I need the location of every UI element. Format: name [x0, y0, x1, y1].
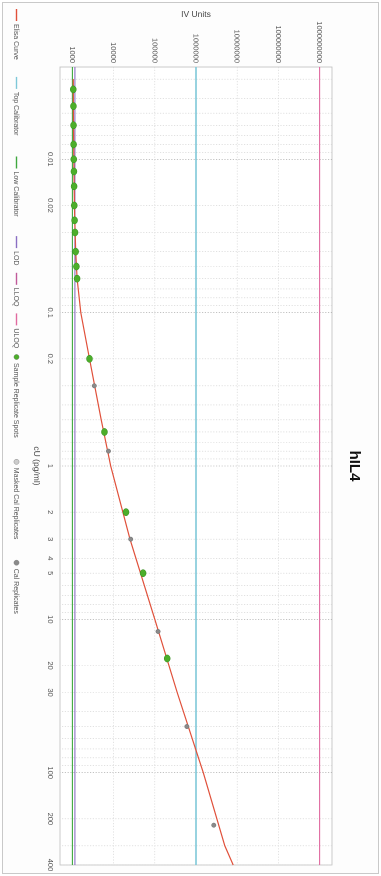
data-points — [70, 85, 217, 828]
sample-replicate-spots-point — [71, 228, 79, 237]
sample-replicate-spots-point — [71, 201, 78, 210]
x-tick-label: 0.2 — [46, 354, 55, 364]
x-tick-label: 0.01 — [46, 152, 55, 167]
legend-sample-replicate-spots-swatch — [13, 354, 20, 360]
sample-replicate-spots-point — [73, 262, 80, 271]
grid — [60, 67, 332, 866]
x-tick-label: 2 — [46, 510, 55, 514]
x-tick-labels: 0.01 0.02 0.1 0.2 1 2 3 4 5 10 20 30 100 200 400 — [46, 152, 55, 871]
sample-replicate-spots-point — [71, 216, 78, 225]
chart-title: hIL4 — [346, 451, 363, 482]
y-tick-label: 100000 — [150, 38, 159, 63]
cal-replicates-point — [155, 629, 161, 634]
x-tick-label: 400 — [46, 859, 55, 872]
y-tick-label: 1000 — [68, 46, 77, 63]
legend-low-calibrator-label: Low Calibrator — [12, 172, 19, 218]
x-tick-label: 200 — [46, 813, 55, 826]
x-tick-label: 3 — [46, 537, 55, 541]
y-axis-label: IV Units — [181, 9, 211, 19]
cal-replicates-point — [91, 383, 97, 389]
sample-replicate-spots-point — [86, 354, 93, 363]
legend-elisa-curve-label: Elisa Curve — [12, 24, 19, 60]
legend-lloq-label: LLOQ — [12, 288, 19, 307]
legend-sample-replicate-spots-label: Sample Replicate Spots — [12, 363, 19, 438]
y-tick-label: 100000000 — [274, 25, 283, 63]
sample-replicate-spots-point — [139, 569, 147, 578]
x-tick-label: 4 — [46, 556, 55, 560]
x-axis-label: cU (pg/ml) — [32, 446, 42, 485]
legend-uloq-label: ULOQ — [12, 328, 19, 348]
sample-replicate-spots-point — [70, 85, 77, 94]
x-tick-label: 30 — [46, 688, 55, 696]
sample-replicate-spots-point — [70, 182, 78, 191]
y-tick-label: 10000000 — [233, 30, 242, 63]
sample-replicate-spots-point — [70, 102, 77, 110]
x-tick-label: 1 — [46, 464, 55, 468]
x-tick-label: 10 — [46, 615, 55, 623]
x-tick-label: 20 — [46, 661, 55, 669]
cal-replicates-point — [128, 536, 134, 542]
x-tick-label: 5 — [46, 571, 55, 575]
x-tick-label: 100 — [46, 766, 55, 779]
legend-lod-label: LOD — [12, 251, 19, 265]
sample-replicate-spots-point — [163, 654, 171, 663]
elisa-curve — [72, 79, 234, 866]
y-tick-label: 1000000 — [192, 34, 201, 63]
cal-replicates-point — [106, 448, 111, 454]
legend-masked-cal-replicates-label: Masked Cal Replicates — [12, 468, 19, 540]
legend-masked-cal-replicates-swatch — [13, 458, 20, 465]
cal-replicates-point — [184, 724, 190, 729]
legend-cal-replicates-swatch — [13, 559, 20, 566]
sample-replicate-spots-point — [70, 167, 78, 176]
legend-top-calibrator-label: Top Calibrator — [12, 92, 19, 136]
legend: Elisa Curve Top Calibrator Low Calibrator L… — [12, 9, 20, 615]
cal-replicates-point — [211, 822, 217, 828]
sample-replicate-spots-point — [70, 121, 77, 130]
sample-replicate-spots-point — [73, 274, 81, 283]
sample-replicate-spots-point — [72, 247, 79, 256]
y-tick-labels: 1000 10000 100000 1000000 10000000 100000000 1… — [68, 21, 324, 63]
sample-replicate-spots-point — [122, 508, 130, 517]
sample-replicate-spots-point — [70, 155, 78, 164]
sample-replicate-spots-point — [70, 140, 77, 149]
sample-replicate-spots-point — [101, 428, 108, 436]
y-tick-label: 10000 — [109, 42, 118, 63]
legend-cal-replicates-label: Cal Replicates — [12, 569, 19, 615]
x-tick-label: 0.1 — [46, 307, 55, 317]
x-tick-label: 0.02 — [46, 198, 55, 213]
y-tick-label: 1000000000 — [315, 21, 324, 63]
